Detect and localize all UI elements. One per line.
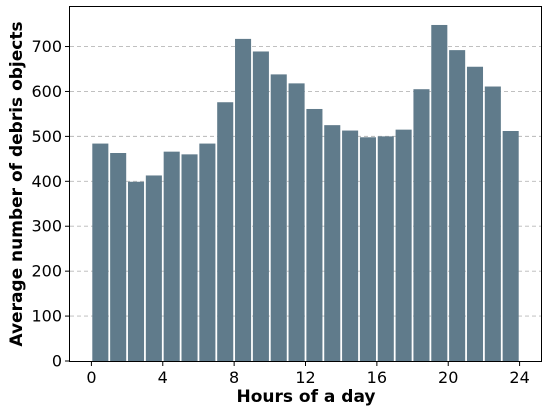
bar xyxy=(359,137,376,361)
x-axis-title: Hours of a day xyxy=(236,387,375,407)
bar xyxy=(484,86,501,361)
bar xyxy=(342,130,359,361)
x-axis: 0 4 8 12 16 20 24 xyxy=(86,361,530,387)
y-tick-label: 100 xyxy=(31,307,62,326)
bar xyxy=(324,125,341,361)
y-tick-label: 500 xyxy=(31,127,62,146)
bar xyxy=(92,143,109,361)
bar xyxy=(306,108,323,361)
y-axis-title: Average number of debris objects xyxy=(7,21,27,346)
bars xyxy=(92,24,519,362)
y-tick-label: 700 xyxy=(31,37,62,56)
bar xyxy=(145,175,162,361)
bar xyxy=(199,143,216,361)
x-tick-label: 0 xyxy=(86,368,96,387)
bar xyxy=(252,51,269,362)
bar xyxy=(235,38,252,362)
bar xyxy=(431,24,448,361)
x-tick-label: 16 xyxy=(367,368,387,387)
y-tick-label: 200 xyxy=(31,262,62,281)
bar xyxy=(217,102,234,361)
y-tick-label: 400 xyxy=(31,172,62,191)
bar xyxy=(163,151,180,361)
bar xyxy=(288,83,305,362)
bar xyxy=(466,66,484,362)
bar xyxy=(181,154,198,361)
bar xyxy=(377,136,394,361)
bar xyxy=(502,130,519,361)
bar xyxy=(413,89,430,361)
y-axis: 0 100 200 300 400 500 600 700 xyxy=(31,37,70,371)
bar xyxy=(395,129,412,361)
y-tick-label: 300 xyxy=(31,217,62,236)
x-tick-label: 20 xyxy=(438,368,458,387)
bar xyxy=(449,50,466,362)
x-tick-label: 24 xyxy=(509,368,529,387)
y-tick-label: 0 xyxy=(52,352,62,371)
x-tick-label: 12 xyxy=(295,368,315,387)
bar xyxy=(127,181,145,361)
bar xyxy=(270,74,287,361)
bar xyxy=(110,153,127,361)
y-tick-label: 600 xyxy=(31,82,62,101)
x-tick-label: 4 xyxy=(158,368,168,387)
x-tick-label: 8 xyxy=(229,368,239,387)
